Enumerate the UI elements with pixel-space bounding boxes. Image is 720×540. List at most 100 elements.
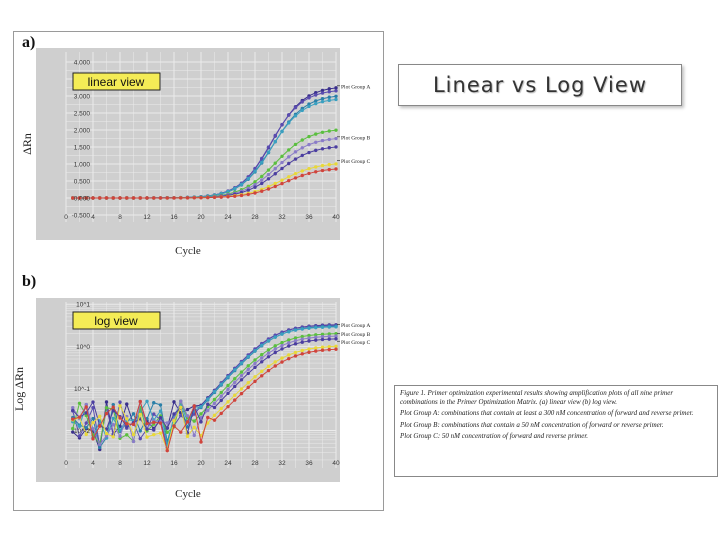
data-point — [320, 337, 325, 342]
data-point — [111, 435, 115, 439]
data-point — [327, 129, 331, 133]
data-point — [152, 196, 156, 200]
data-point — [199, 404, 203, 409]
data-point — [111, 196, 115, 200]
data-point — [273, 166, 277, 171]
data-point — [233, 393, 237, 398]
data-point — [266, 184, 271, 189]
data-point — [118, 196, 122, 200]
data-point — [226, 400, 230, 404]
data-point — [307, 336, 311, 340]
data-point — [287, 330, 291, 334]
data-point — [280, 332, 284, 336]
data-point — [239, 182, 244, 187]
data-point — [125, 425, 129, 429]
figure-caption: Figure 1. Primer optimization experiment… — [394, 385, 718, 477]
data-point — [280, 166, 284, 171]
data-point — [118, 428, 122, 432]
data-point — [98, 424, 102, 428]
group-label: Plot Group A — [341, 323, 370, 329]
data-point — [131, 196, 136, 200]
data-point — [233, 376, 237, 381]
data-point — [314, 170, 318, 174]
data-point — [334, 344, 338, 348]
data-point — [138, 436, 142, 441]
x-tick-label: 20 — [197, 214, 205, 221]
data-point — [246, 188, 250, 192]
data-point — [314, 346, 318, 350]
data-point — [91, 416, 95, 421]
data-point — [280, 178, 284, 182]
data-point — [287, 155, 291, 159]
data-point — [165, 196, 169, 200]
data-point — [280, 129, 284, 134]
data-point — [320, 147, 325, 151]
data-point — [273, 161, 277, 165]
data-point — [300, 352, 304, 356]
data-point — [260, 156, 264, 161]
y-tick-label: 1.000 — [74, 162, 91, 169]
data-point — [334, 347, 338, 351]
data-point — [239, 374, 244, 378]
data-point — [145, 399, 149, 404]
data-point — [280, 122, 284, 127]
x-tick-label: 0 — [64, 214, 68, 221]
log-label-box — [72, 311, 161, 330]
data-point — [131, 432, 136, 437]
x-tick-label: 12 — [143, 460, 151, 467]
data-point — [287, 341, 291, 345]
data-point — [233, 368, 237, 372]
data-point — [307, 134, 311, 139]
data-point — [266, 364, 271, 369]
data-point — [152, 432, 156, 437]
data-point — [293, 157, 298, 161]
data-point — [246, 371, 250, 376]
data-point — [172, 400, 176, 404]
panel-a-letter: a) — [22, 34, 36, 51]
x-tick-label: 16 — [170, 460, 178, 467]
data-point — [253, 180, 257, 184]
linear-view-panel: 4.0003.5003.0002.5002.0001.5001.0000.500… — [20, 48, 371, 257]
x-tick-label: 8 — [118, 460, 122, 467]
data-point — [253, 361, 257, 366]
x-tick-label: 20 — [197, 460, 205, 467]
data-point — [314, 325, 318, 330]
data-point — [320, 332, 325, 336]
data-point — [152, 428, 156, 432]
data-point — [212, 389, 217, 394]
data-point — [334, 331, 338, 336]
data-point — [179, 196, 183, 200]
data-point — [307, 167, 311, 171]
data-point — [260, 181, 264, 186]
data-point — [179, 413, 183, 418]
data-point — [145, 196, 149, 200]
data-point — [246, 192, 250, 197]
data-point — [293, 354, 298, 358]
data-point — [233, 384, 237, 389]
data-point — [307, 326, 311, 330]
data-point — [192, 425, 196, 429]
x-tick-label: 4 — [91, 214, 95, 221]
data-point — [233, 398, 237, 402]
data-point — [125, 433, 129, 437]
data-point — [131, 422, 136, 427]
data-point — [266, 145, 271, 149]
x-tick-label: 0 — [64, 460, 68, 467]
data-point — [118, 400, 122, 404]
data-point — [287, 148, 291, 152]
data-point — [300, 138, 304, 142]
data-point — [334, 89, 338, 93]
data-point — [300, 173, 304, 178]
data-point — [273, 172, 277, 176]
data-point — [320, 345, 325, 349]
data-point — [125, 196, 129, 200]
data-point — [287, 175, 291, 179]
data-point — [273, 364, 277, 368]
log-x-ticks: 0 4 8 12 16 20 24 28 32 36 40 — [64, 460, 340, 467]
data-point — [334, 337, 338, 341]
data-point — [246, 364, 250, 368]
data-point — [192, 196, 196, 200]
data-point — [273, 181, 277, 186]
data-point — [226, 383, 230, 388]
data-point — [158, 403, 163, 407]
